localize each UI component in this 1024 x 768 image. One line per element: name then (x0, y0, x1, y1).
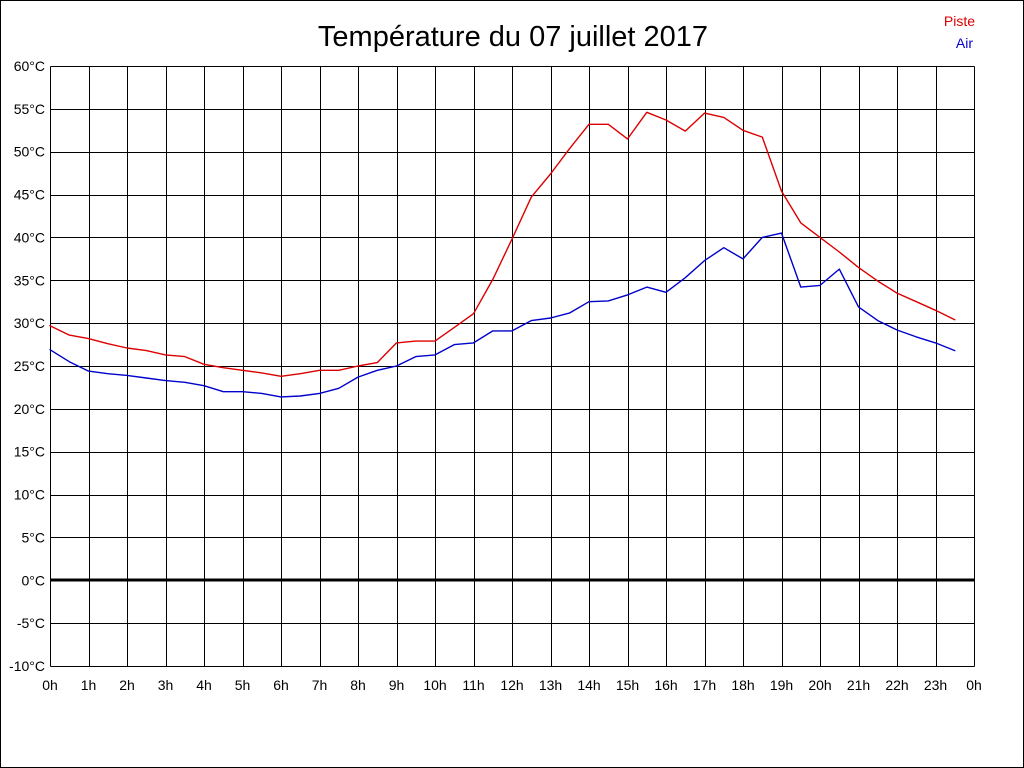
legend: Piste Air (944, 13, 975, 51)
series-group (49, 111, 956, 398)
x-tick-label: 5h (235, 677, 251, 693)
y-tick-label: 60°C (14, 58, 45, 74)
y-tick-label: 25°C (14, 358, 45, 374)
y-tick-label: 55°C (14, 101, 45, 117)
legend-item-piste: Piste (944, 13, 975, 29)
x-tick-label: 0h (42, 677, 58, 693)
x-tick-label: 8h (350, 677, 366, 693)
chart-title: Température du 07 juillet 2017 (318, 21, 708, 53)
x-tick-label: 21h (847, 677, 870, 693)
legend-item-air: Air (956, 35, 973, 51)
y-tick-label: -10°C (9, 658, 45, 674)
x-tick-label: 15h (616, 677, 639, 693)
x-tick-label: 3h (158, 677, 174, 693)
x-tick-label: 22h (885, 677, 908, 693)
x-tick-label: 6h (273, 677, 289, 693)
x-tick-label: 13h (539, 677, 562, 693)
x-tick-label: 19h (770, 677, 793, 693)
y-tick-label: 50°C (14, 144, 45, 160)
x-tick-label: 11h (462, 677, 484, 693)
x-tick-label: 0h (966, 677, 982, 693)
x-axis-tick-labels: 0h 1h 2h 3h 4h 5h 6h 7h 8h 9h 10h 11h 12h 13h 14h 15h 16… (42, 677, 982, 693)
x-tick-label: 9h (389, 677, 405, 693)
y-axis-tick-labels: 60°C 55°C 50°C 45°C 40°C 35°C 30°C 25°C 20°C 15°C… (9, 58, 45, 674)
series-line-air (49, 232, 956, 398)
x-tick-label: 10h (423, 677, 446, 693)
y-tick-label: 20°C (14, 401, 45, 417)
y-tick-label: 0°C (22, 572, 46, 588)
x-tick-label: 4h (196, 677, 212, 693)
x-tick-label: 17h (693, 677, 716, 693)
x-tick-label: 18h (731, 677, 754, 693)
x-tick-label: 2h (119, 677, 135, 693)
x-tick-label: 23h (924, 677, 947, 693)
x-tick-label: 20h (808, 677, 831, 693)
x-tick-label: 16h (654, 677, 677, 693)
x-tick-label: 12h (500, 677, 523, 693)
y-tick-label: -5°C (17, 615, 45, 631)
y-tick-label: 35°C (14, 272, 45, 288)
series-line-piste (49, 111, 956, 377)
y-tick-label: 30°C (14, 315, 45, 331)
y-tick-label: 40°C (14, 229, 45, 245)
y-tick-label: 5°C (22, 529, 46, 545)
x-tick-label: 7h (312, 677, 328, 693)
x-tick-label: 1h (81, 677, 97, 693)
y-tick-label: 15°C (14, 444, 45, 460)
x-tick-label: 14h (577, 677, 600, 693)
y-tick-label: 10°C (14, 487, 45, 503)
y-tick-label: 45°C (14, 187, 45, 203)
